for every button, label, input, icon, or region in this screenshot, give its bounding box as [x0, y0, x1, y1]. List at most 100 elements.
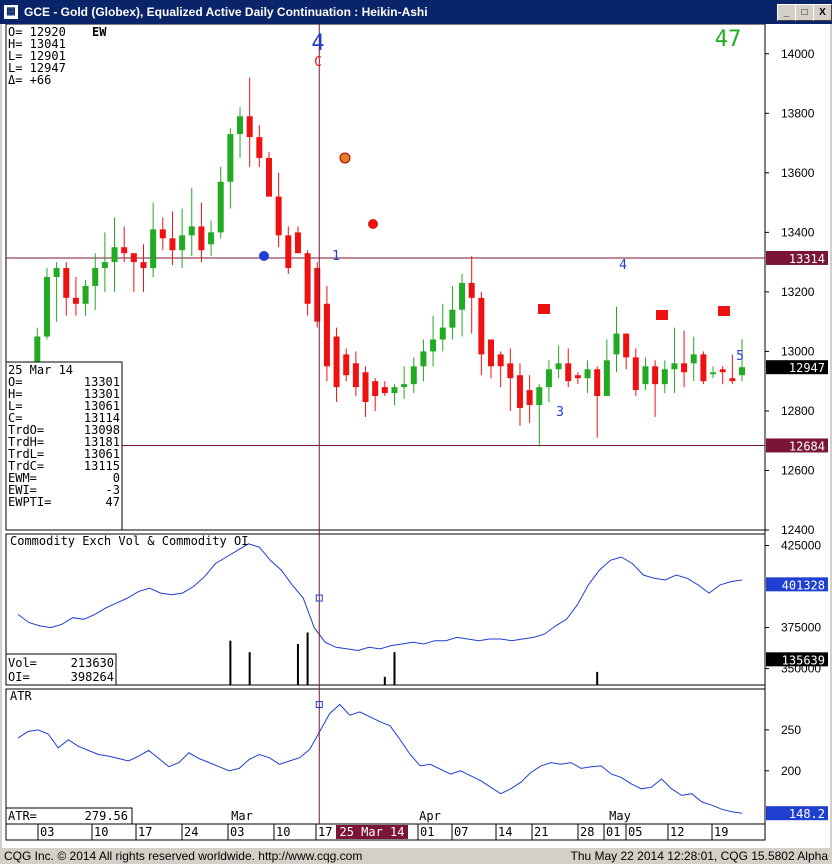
candle-body[interactable] — [681, 363, 687, 372]
candle-body[interactable] — [391, 387, 397, 393]
atr-panel[interactable] — [6, 689, 765, 824]
price-tick-label: 12800 — [781, 404, 815, 418]
candle-body[interactable] — [54, 268, 60, 277]
candle-body[interactable] — [691, 354, 697, 363]
volume-panel[interactable] — [6, 534, 765, 685]
candle-body[interactable] — [363, 372, 369, 402]
candle-body[interactable] — [671, 363, 677, 369]
title-bar[interactable]: ▦ GCE - Gold (Globex), Equalized Active … — [0, 0, 832, 24]
candle-body[interactable] — [169, 238, 175, 250]
candle-body[interactable] — [247, 116, 253, 137]
candle-body[interactable] — [720, 369, 726, 372]
candle-body[interactable] — [276, 197, 282, 236]
candle-body[interactable] — [594, 369, 600, 396]
candle-body[interactable] — [478, 298, 484, 355]
candle-body[interactable] — [469, 283, 475, 298]
candle-body[interactable] — [324, 304, 330, 367]
candle-body[interactable] — [218, 182, 224, 233]
candle-body[interactable] — [652, 366, 658, 384]
volume-bar[interactable] — [596, 672, 598, 685]
candle-body[interactable] — [44, 277, 50, 337]
candle-body[interactable] — [517, 375, 523, 408]
chart-icon[interactable]: ▦ — [4, 5, 18, 19]
volume-bar[interactable] — [307, 632, 309, 685]
restore-button[interactable]: □ — [795, 4, 814, 21]
candle-body[interactable] — [507, 363, 513, 378]
candle-body[interactable] — [401, 384, 407, 387]
candle-body[interactable] — [334, 337, 340, 388]
candle-body[interactable] — [102, 262, 108, 268]
candle-body[interactable] — [353, 363, 359, 387]
chart-area[interactable]: 14000 13800 13600 13400 13200 13000 12800 12600… — [2, 24, 830, 848]
candle-body[interactable] — [556, 363, 562, 369]
volume-bar[interactable] — [297, 644, 299, 685]
wave-c-label: C — [314, 55, 322, 70]
candle-body[interactable] — [449, 310, 455, 328]
candle-body[interactable] — [121, 247, 127, 253]
candle-body[interactable] — [459, 283, 465, 310]
candle-body[interactable] — [266, 158, 272, 197]
atr-label: ATR= — [8, 809, 37, 823]
candle-body[interactable] — [604, 360, 610, 396]
candle-body[interactable] — [208, 232, 214, 244]
candle-body[interactable] — [198, 226, 204, 250]
volume-bar[interactable] — [393, 652, 395, 685]
candle-body[interactable] — [372, 381, 378, 396]
candle-body[interactable] — [565, 363, 571, 381]
candle-body[interactable] — [662, 369, 668, 384]
candle-body[interactable] — [739, 367, 745, 375]
candle-body[interactable] — [585, 369, 591, 378]
date-label: 14 — [498, 825, 512, 839]
date-label: 03 — [230, 825, 244, 839]
candle-body[interactable] — [150, 229, 156, 268]
candle-body[interactable] — [440, 328, 446, 340]
candle-body[interactable] — [488, 340, 494, 367]
candle-body[interactable] — [112, 247, 118, 262]
oi-label: OI= — [8, 670, 30, 684]
candle-body[interactable] — [623, 334, 629, 358]
candle-body[interactable] — [63, 268, 69, 298]
candle-body[interactable] — [343, 354, 349, 375]
candle-body[interactable] — [73, 298, 79, 304]
candle-body[interactable] — [189, 226, 195, 235]
candle-body[interactable] — [295, 232, 301, 253]
candle-body[interactable] — [710, 372, 716, 374]
candle-body[interactable] — [227, 134, 233, 182]
candle-body[interactable] — [140, 262, 146, 268]
candle-body[interactable] — [83, 286, 89, 304]
candle-body[interactable] — [614, 334, 620, 355]
candle-body[interactable] — [305, 253, 311, 304]
candle-body[interactable] — [131, 253, 137, 262]
candle-body[interactable] — [546, 369, 552, 387]
minimize-button[interactable]: _ — [777, 4, 796, 21]
volume-bar[interactable] — [229, 641, 231, 685]
candle-body[interactable] — [575, 375, 581, 378]
candle-body[interactable] — [382, 387, 388, 393]
candle-body[interactable] — [700, 354, 706, 381]
close-button[interactable]: X — [813, 4, 832, 21]
elliott-count-label: 47 — [715, 27, 742, 52]
candle-body[interactable] — [498, 354, 504, 366]
candle-body[interactable] — [729, 378, 735, 381]
price-tick-label: 13200 — [781, 285, 815, 299]
date-label: 28 — [580, 825, 594, 839]
candle-body[interactable] — [527, 390, 533, 405]
candle-body[interactable] — [256, 137, 262, 158]
candle-body[interactable] — [285, 235, 291, 268]
candle-body[interactable] — [237, 116, 243, 134]
candle-body[interactable] — [420, 351, 426, 366]
month-label: May — [609, 809, 631, 823]
candle-body[interactable] — [642, 366, 648, 384]
price-chart[interactable]: 1400013800136001340013200130001280012600… — [2, 24, 830, 848]
candle-body[interactable] — [633, 357, 639, 390]
volume-bar[interactable] — [384, 677, 386, 685]
candle-body[interactable] — [411, 366, 417, 384]
candle-body[interactable] — [430, 340, 436, 352]
candle-body[interactable] — [179, 235, 185, 250]
candle-body[interactable] — [92, 268, 98, 286]
month-label: Apr — [419, 809, 441, 823]
candle-body[interactable] — [160, 229, 166, 238]
volume-tick-label: 425000 — [781, 538, 821, 552]
volume-bar[interactable] — [249, 652, 251, 685]
candle-body[interactable] — [536, 387, 542, 405]
